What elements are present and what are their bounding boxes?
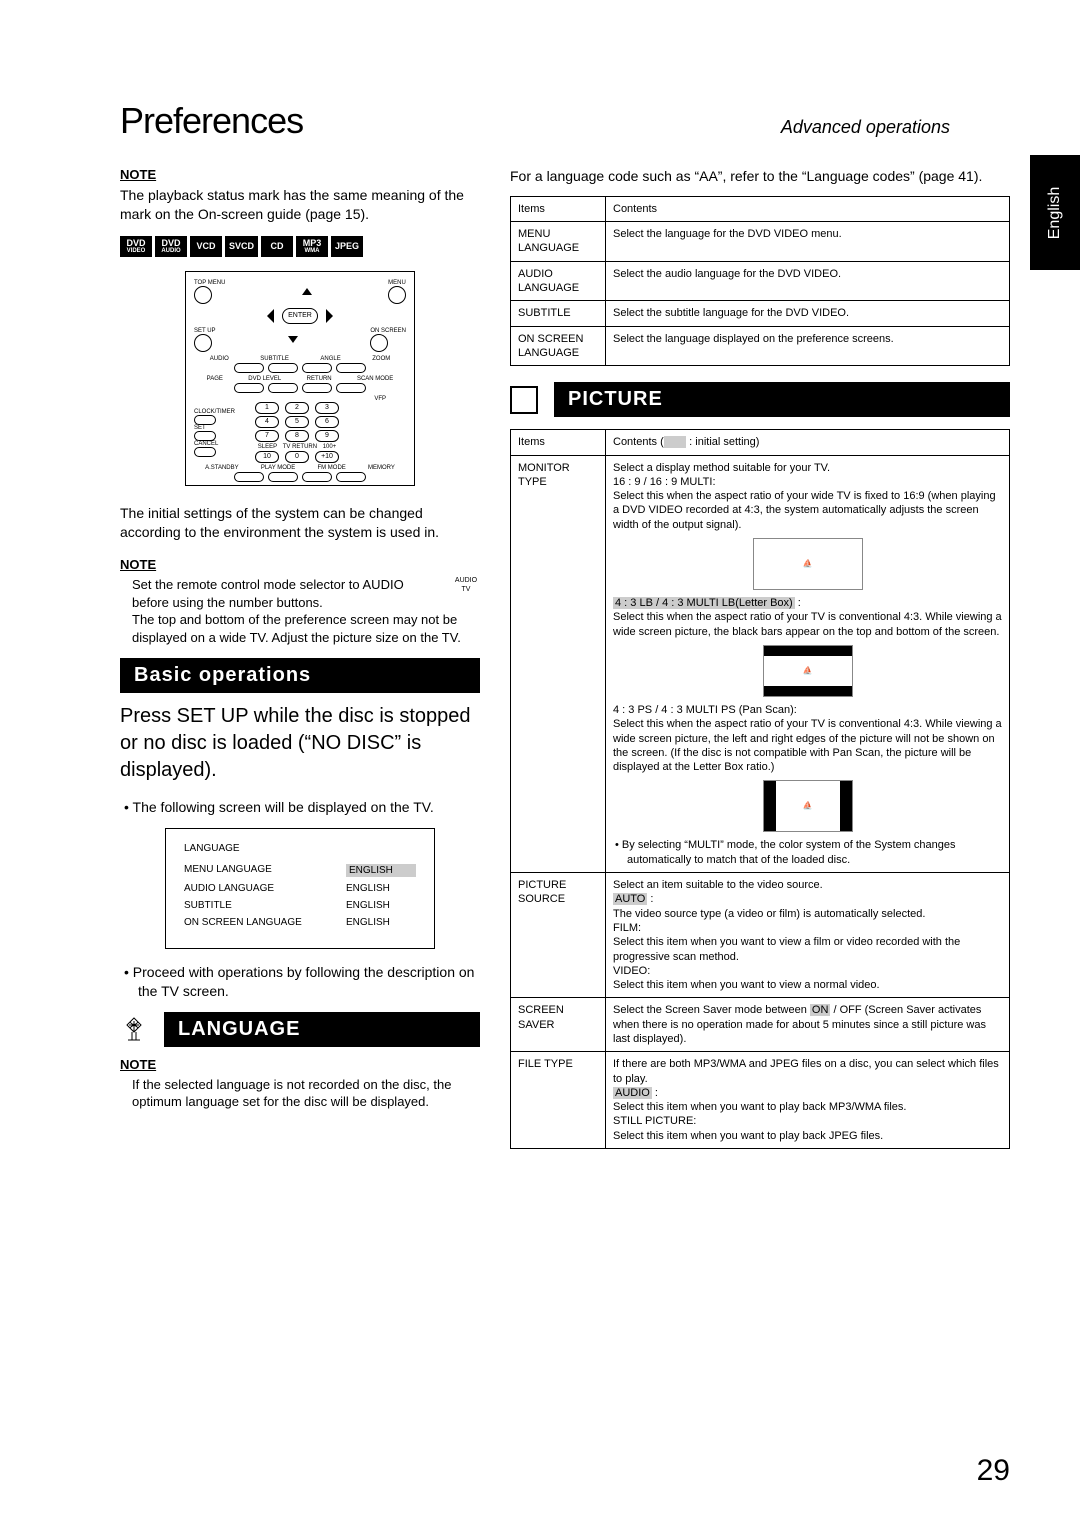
topmenu-button — [194, 286, 212, 304]
intro-paragraph: The initial settings of the system can b… — [120, 504, 480, 543]
lang-code-reference: For a language code such as “AA”, refer … — [510, 167, 1010, 186]
illustration-letterbox: ⛵ — [763, 645, 853, 697]
opt-169-text: Select this when the aspect ratio of you… — [613, 489, 1002, 532]
monitor-lead: Select a display method suitable for you… — [613, 461, 1002, 475]
note2-block: AUDIO TV Set the remote control mode sel… — [132, 576, 480, 646]
table-row: MENU LANGUAGESelect the language for the… — [511, 222, 1010, 262]
badge-svcd: SVCD — [225, 236, 258, 257]
page-number: 29 — [977, 1454, 1010, 1488]
ps-auto-text: The video source type (a video or film) … — [613, 907, 1002, 921]
ft-still-text: Select this item when you want to play b… — [613, 1129, 1002, 1143]
ps-video-label: VIDEO: — [613, 964, 1002, 978]
badge-cd: CD — [261, 236, 293, 257]
onscreen-button — [370, 334, 388, 352]
table-row: SUBTITLESelect the subtitle language for… — [511, 301, 1010, 326]
ps-film-text: Select this item when you want to view a… — [613, 935, 1002, 964]
label-onscreen: ON SCREEN — [370, 328, 406, 334]
picture-section-heading: PICTURE — [554, 382, 1010, 417]
label-topmenu: TOP MENU — [194, 280, 225, 286]
language-side-tab: English — [1030, 155, 1080, 270]
badge-dvd-video: DVDVIDEO — [120, 236, 152, 257]
badge-jpeg: JPEG — [331, 236, 363, 257]
ft-lead: If there are both MP3/WMA and JPEG files… — [613, 1057, 1002, 1086]
globe-icon — [120, 1015, 148, 1043]
lang-row: SUBTITLEENGLISH — [184, 900, 416, 911]
format-badges: DVDVIDEO DVDAUDIO VCD SVCD CD MP3WMA JPE… — [120, 236, 480, 257]
table-row: ON SCREEN LANGUAGESelect the language di… — [511, 326, 1010, 366]
note-text: The playback status mark has the same me… — [120, 186, 480, 224]
opt-43lb-text: Select this when the aspect ratio of you… — [613, 610, 1002, 639]
menu-button — [388, 286, 406, 304]
note3-text: If the selected language is not recorded… — [132, 1076, 480, 1111]
page-header: Preferences Advanced operations — [120, 100, 1010, 142]
enter-button: ENTER — [282, 308, 318, 324]
ps-auto-label: AUTO : — [613, 892, 1002, 906]
th-contents: Contents ( : initial setting) — [606, 430, 1010, 455]
ps-video-text: Select this item when you want to view a… — [613, 978, 1002, 992]
mode-selector-icon: AUDIO TV — [452, 576, 480, 595]
basic-instruction: Press SET UP while the disc is stopped o… — [120, 703, 480, 784]
ft-audio-text: Select this item when you want to play b… — [613, 1100, 1002, 1114]
page-subtitle: Advanced operations — [781, 117, 950, 138]
language-heading-row: LANGUAGE — [120, 1012, 480, 1047]
note2-label: NOTE — [120, 557, 480, 572]
language-screen-mock: LANGUAGE MENU LANGUAGEENGLISH AUDIO LANG… — [165, 828, 435, 949]
row-monitor-type: MONITOR TYPE Select a display method sui… — [511, 455, 1010, 872]
note3-label: NOTE — [120, 1057, 480, 1072]
lang-row: ON SCREEN LANGUAGEENGLISH — [184, 917, 416, 928]
ft-audio-label: AUDIO : — [613, 1086, 1002, 1100]
note2-line2: The top and bottom of the preference scr… — [132, 612, 461, 645]
remote-labels-bottom: A.STANDBYPLAY MODEFM MODEMEMORY — [194, 465, 406, 471]
opt-169-label: 16 : 9 / 16 : 9 MULTI: — [613, 475, 1002, 489]
badge-dvd-audio: DVDAUDIO — [155, 236, 187, 257]
badge-mp3wma: MP3WMA — [296, 236, 328, 257]
row-file-type: FILE TYPE If there are both MP3/WMA and … — [511, 1052, 1010, 1149]
right-column: For a language code such as “AA”, refer … — [510, 167, 1010, 1165]
picture-table: Items Contents ( : initial setting) MONI… — [510, 429, 1010, 1149]
language-section-heading: LANGUAGE — [164, 1012, 480, 1047]
row-picture-source: PICTURE SOURCE Select an item suitable t… — [511, 873, 1010, 998]
bullet-screen-displayed: The following screen will be displayed o… — [138, 798, 480, 818]
lang-row: MENU LANGUAGEENGLISH — [184, 864, 416, 877]
remote-labels-row1: AUDIOSUBTITLEANGLEZOOM — [194, 356, 406, 362]
remote-labels-row2: PAGEDVD LEVELRETURNSCAN MODE — [194, 376, 406, 382]
opt-43ps-text: Select this when the aspect ratio of you… — [613, 717, 1002, 774]
down-arrow-icon — [288, 336, 298, 343]
ps-film-label: FILM: — [613, 921, 1002, 935]
illustration-169: ⛵ — [753, 538, 863, 590]
ft-still-label: STILL PICTURE: — [613, 1114, 1002, 1128]
label-setup: SET UP — [194, 328, 216, 334]
ps-lead: Select an item suitable to the video sou… — [613, 878, 1002, 892]
row-screen-saver: SCREEN SAVER Select the Screen Saver mod… — [511, 998, 1010, 1052]
language-table: ItemsContents MENU LANGUAGESelect the la… — [510, 196, 1010, 366]
page-title: Preferences — [120, 100, 303, 142]
opt-43ps-label: 4 : 3 PS / 4 : 3 MULTI PS (Pan Scan): — [613, 703, 1002, 717]
bullet-proceed: Proceed with operations by following the… — [138, 963, 480, 1002]
th-items: Items — [511, 196, 606, 221]
label-cancel: CANCEL — [194, 441, 249, 447]
picture-icon — [510, 386, 538, 414]
multi-mode-bullet: By selecting “MULTI” mode, the color sys… — [627, 838, 1002, 867]
lang-screen-header: LANGUAGE — [184, 843, 416, 854]
badge-vcd: VCD — [190, 236, 222, 257]
label-clocktimer: CLOCK/TIMER — [194, 409, 249, 415]
th-contents: Contents — [606, 196, 1010, 221]
setup-button — [194, 334, 212, 352]
illustration-panscan: ⛵ — [763, 780, 853, 832]
left-column: NOTE The playback status mark has the sa… — [120, 167, 480, 1165]
note-label: NOTE — [120, 167, 480, 182]
table-row: AUDIO LANGUAGESelect the audio language … — [511, 261, 1010, 301]
note2-line1: Set the remote control mode selector to … — [132, 577, 404, 610]
lang-row: AUDIO LANGUAGEENGLISH — [184, 883, 416, 894]
left-arrow-icon — [267, 309, 274, 323]
opt-43lb-label: 4 : 3 LB / 4 : 3 MULTI LB(Letter Box) : — [613, 596, 1002, 610]
right-arrow-icon — [326, 309, 333, 323]
basic-operations-heading: Basic operations — [120, 658, 480, 693]
label-menu: MENU — [388, 280, 406, 286]
label-set: SET — [194, 425, 249, 431]
th-items: Items — [511, 430, 606, 455]
remote-diagram: TOP MENU MENU ENTER SET UP ON SCREEN AUD… — [185, 271, 415, 486]
up-arrow-icon — [302, 288, 312, 295]
